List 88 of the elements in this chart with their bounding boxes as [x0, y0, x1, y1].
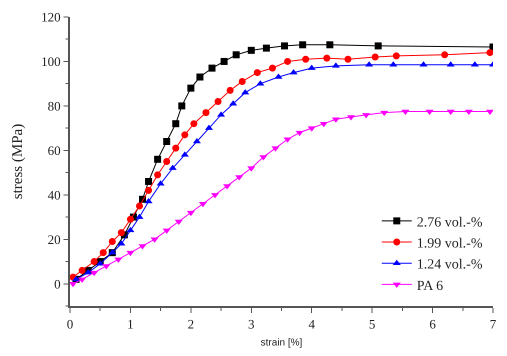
x-tick-label: 3: [248, 316, 255, 332]
legend-label: PA 6: [416, 278, 444, 294]
point: [332, 62, 340, 68]
point: [308, 126, 316, 132]
point: [190, 120, 198, 128]
point: [284, 58, 292, 65]
point: [302, 56, 310, 63]
point: [389, 61, 398, 67]
legend-label: 1.24 vol.-%: [416, 258, 483, 273]
point: [118, 229, 125, 236]
point: [126, 250, 134, 256]
point: [163, 158, 170, 165]
point: [299, 41, 306, 48]
point: [271, 146, 280, 152]
point: [441, 51, 448, 58]
point: [100, 249, 107, 256]
point: [486, 110, 493, 115]
x-tick-label: 4: [308, 316, 316, 332]
y-tick-label: 120: [41, 10, 61, 25]
point: [163, 138, 170, 145]
point: [126, 216, 134, 223]
point: [392, 52, 400, 60]
y-tick-label: 0: [54, 276, 61, 292]
point: [235, 175, 244, 181]
point: [70, 282, 78, 288]
point: [238, 78, 246, 85]
point: [220, 58, 228, 65]
point: [145, 186, 152, 194]
point: [172, 120, 180, 128]
point: [154, 171, 162, 178]
point: [320, 122, 328, 128]
y-tick-label: 20: [48, 232, 61, 247]
point: [90, 270, 98, 276]
point: [247, 166, 256, 172]
x-tick-label: 1: [127, 316, 134, 332]
point: [262, 44, 270, 52]
point: [296, 130, 304, 136]
point: [174, 220, 183, 226]
point: [372, 54, 379, 61]
x-tick-label: 7: [490, 316, 497, 332]
point: [281, 42, 288, 50]
point: [181, 131, 188, 138]
point: [192, 138, 201, 144]
point: [232, 51, 240, 58]
point: [326, 41, 334, 48]
point: [323, 54, 330, 62]
point: [259, 155, 268, 161]
point: [446, 61, 455, 67]
y-tick-label: 60: [48, 142, 61, 158]
y-tick-label: 40: [48, 187, 61, 202]
point: [486, 49, 493, 56]
point: [78, 266, 86, 274]
point: [187, 84, 194, 92]
y-tick-label: 80: [48, 98, 61, 114]
point: [196, 74, 204, 81]
point: [226, 86, 234, 94]
point: [172, 144, 180, 152]
point: [254, 69, 261, 76]
point: [470, 61, 479, 67]
y-tick-label: 100: [41, 54, 61, 70]
point: [198, 202, 207, 208]
x-tick-label: 6: [429, 316, 436, 332]
point: [154, 156, 162, 163]
point: [180, 151, 189, 157]
x-axis-title: strain [%]: [260, 337, 303, 348]
legend-label: 1.99 vol.-%: [416, 236, 483, 252]
point: [217, 111, 226, 117]
x-tick-label: 0: [66, 316, 74, 332]
point: [90, 258, 98, 266]
point: [344, 56, 352, 63]
point: [178, 102, 186, 110]
x-tick-label: 2: [188, 316, 194, 332]
point: [208, 64, 216, 72]
point: [374, 42, 382, 50]
x-tick-label: 5: [368, 316, 376, 332]
legend-label: 2.76 vol.-%: [416, 215, 483, 230]
point: [202, 109, 210, 116]
point: [365, 61, 374, 67]
point: [380, 110, 388, 116]
y-axis-title: stress (MPa): [10, 124, 26, 200]
point: [108, 238, 116, 246]
point: [186, 210, 195, 216]
point: [145, 178, 152, 186]
point: [126, 226, 134, 232]
point: [268, 64, 276, 72]
point: [136, 202, 143, 210]
point: [248, 46, 255, 54]
point: [214, 98, 222, 105]
